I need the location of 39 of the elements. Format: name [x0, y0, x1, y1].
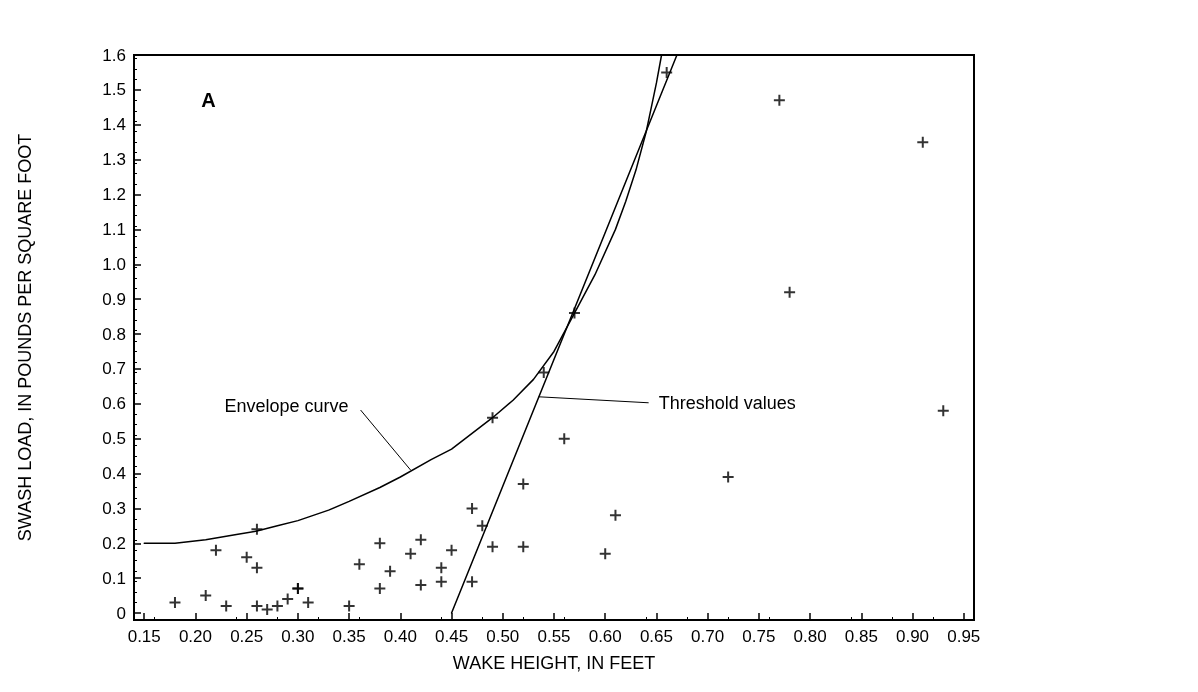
- y-tick-label: 0.8: [102, 324, 126, 344]
- x-tick-label: 0.45: [435, 627, 469, 646]
- annotation: Envelope curve: [224, 396, 349, 417]
- x-axis-title: WAKE HEIGHT, IN FEET: [452, 653, 656, 673]
- annotation: A: [201, 88, 216, 111]
- x-tick-label: 0.30: [281, 627, 315, 646]
- x-tick-label: 0.80: [793, 627, 827, 646]
- x-tick-label: 0.40: [383, 627, 417, 646]
- y-tick-label: 1.6: [102, 45, 126, 65]
- y-tick-label: 0.5: [102, 429, 126, 449]
- y-tick-label: 0.7: [102, 359, 126, 379]
- y-tick-label: 0.3: [102, 498, 126, 518]
- x-tick-label: 0.55: [537, 627, 571, 646]
- y-tick-label: 0: [116, 603, 126, 623]
- x-tick-label: 0.35: [332, 627, 366, 646]
- y-tick-label: 1.3: [102, 150, 126, 170]
- x-tick-label: 0.50: [486, 627, 520, 646]
- x-tick-label: 0.65: [639, 627, 673, 646]
- x-tick-label: 0.75: [742, 627, 776, 646]
- x-tick-label: 0.70: [691, 627, 725, 646]
- y-tick-label: 0.6: [102, 394, 126, 414]
- y-tick-label: 0.1: [102, 568, 126, 588]
- y-tick-label: 1.1: [102, 219, 126, 239]
- y-tick-label: 1.5: [102, 80, 126, 100]
- y-tick-label: 1.2: [102, 185, 126, 205]
- y-tick-label: 1.4: [102, 115, 126, 135]
- y-tick-label: 0.9: [102, 289, 126, 309]
- y-axis-title: SWASH LOAD, IN POUNDS PER SQUARE FOOT: [15, 133, 35, 542]
- x-tick-label: 0.60: [588, 627, 622, 646]
- y-tick-label: 0.2: [102, 533, 126, 553]
- x-tick-label: 0.90: [895, 627, 930, 646]
- x-tick-label: 0.20: [178, 627, 213, 646]
- x-tick-label: 0.15: [127, 627, 161, 646]
- x-tick-label: 0.85: [844, 627, 878, 646]
- annotation: Threshold values: [658, 392, 796, 413]
- x-tick-label: 0.25: [230, 627, 264, 646]
- y-tick-label: 0.4: [102, 464, 126, 484]
- x-tick-label: 0.95: [947, 627, 981, 646]
- y-tick-label: 1.0: [102, 254, 126, 274]
